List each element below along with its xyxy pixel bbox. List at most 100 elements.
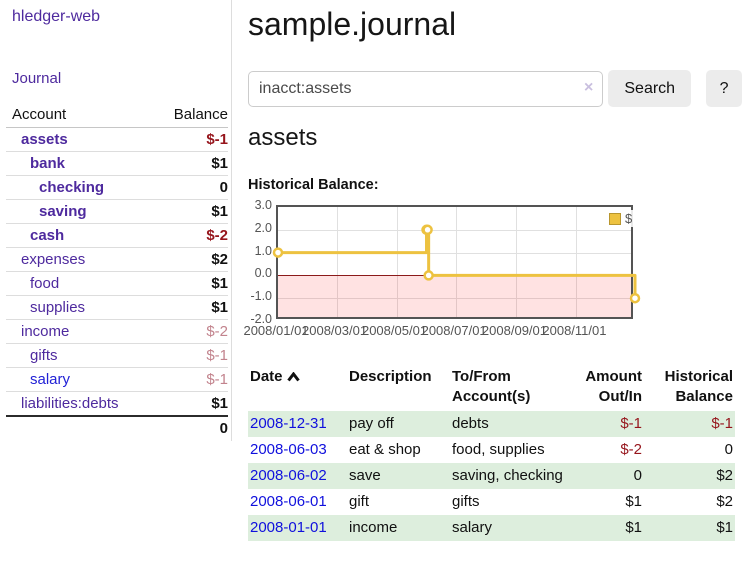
account-title: assets (248, 124, 318, 151)
account-link-liabilities-debts[interactable]: liabilities:debts (21, 395, 119, 412)
account-link-food[interactable]: food (30, 275, 60, 292)
negative-region (278, 275, 631, 317)
search-form: × Search ? (248, 70, 742, 107)
account-row: liabilities:debts $1 (6, 391, 228, 416)
data-point-marker (422, 224, 433, 236)
data-point-marker (423, 270, 434, 281)
register-row: 2008-01-01 income salary $1 $1 (248, 515, 735, 541)
accounts-total-row: 0 (6, 415, 228, 440)
gridline (396, 207, 398, 317)
search-input[interactable] (248, 70, 604, 107)
register-header-row: Date Description To/From Account(s) Amount … (248, 365, 735, 411)
transaction-balance: $-1 (644, 411, 735, 437)
account-link-supplies[interactable]: supplies (30, 299, 86, 316)
account-balance: $2 (150, 247, 228, 272)
help-button[interactable]: ? (706, 70, 742, 107)
y-axis-tick: 1.0 (254, 243, 272, 258)
transaction-balance: $1 (644, 515, 735, 541)
gridline (278, 298, 631, 300)
account-row: supplies $1 (6, 295, 228, 320)
transaction-date-link[interactable]: 2008-06-01 (250, 493, 327, 510)
transaction-balance: $2 (716, 493, 733, 510)
account-link-assets[interactable]: assets (21, 131, 68, 148)
transaction-amount: $1 (625, 493, 642, 510)
account-link-expenses[interactable]: expenses (21, 251, 86, 268)
x-axis-tick: 2008/03/01 (302, 323, 368, 338)
transaction-date-link[interactable]: 2008-06-02 (250, 467, 327, 484)
account-balance: $1 (150, 151, 228, 176)
transaction-accounts: food, supplies (452, 441, 545, 458)
sort-asc-icon (286, 368, 300, 388)
journal-link[interactable]: Journal (12, 70, 62, 87)
accounts-total: 0 (150, 415, 228, 440)
gridline (278, 229, 631, 231)
y-axis-tick: 0.0 (254, 266, 272, 281)
account-link-saving[interactable]: saving (39, 203, 87, 220)
account-balance: $1 (150, 271, 228, 296)
transaction-amount: 0 (570, 463, 644, 489)
accounts-table: Account Balance assets $-1 bank $1 checking 0… (6, 103, 228, 440)
account-link-salary[interactable]: salary (30, 371, 71, 388)
account-balance: $1 (150, 391, 228, 416)
register-header-date[interactable]: Date (248, 365, 347, 411)
accounts-header-account: Account (6, 103, 151, 128)
account-balance: $-1 (150, 343, 228, 368)
nav-journal: Journal (12, 70, 231, 87)
account-row: salary $-1 (6, 367, 228, 392)
transaction-description: eat & shop (349, 441, 421, 458)
account-row: saving $1 (6, 199, 228, 224)
account-row: bank $1 (6, 151, 228, 176)
transaction-description: gift (349, 493, 370, 510)
account-link-income[interactable]: income (21, 323, 70, 340)
account-link-cash[interactable]: cash (30, 227, 65, 244)
app-title-link[interactable]: hledger-web (12, 8, 101, 25)
register-row: 2008-06-03 eat & shop food, supplies $-2 0 (248, 437, 735, 463)
account-balance: $-2 (150, 319, 228, 344)
data-point-marker (629, 292, 641, 304)
account-balance: $1 (150, 199, 228, 224)
chart-legend: $ (606, 210, 636, 227)
account-row: food $1 (6, 271, 228, 296)
balance-line-series (272, 224, 641, 304)
transaction-description: income (347, 515, 450, 541)
search-box: × (248, 70, 604, 107)
account-row: checking 0 (6, 175, 228, 200)
register-header-historical-balance: Historical Balance (664, 368, 733, 405)
register-header-amount-out-in: Amount Out/In (585, 368, 642, 405)
transaction-accounts: gifts (452, 493, 480, 510)
gridline (336, 207, 338, 317)
account-row: income $-2 (6, 319, 228, 344)
account-balance: 0 (150, 175, 228, 200)
x-axis-tick: 2008/05/01 (361, 323, 428, 338)
account-balance: $-1 (206, 131, 228, 148)
register-row: 2008-06-01 gift gifts $1 $2 (248, 489, 735, 515)
transaction-description: save (347, 463, 450, 489)
account-balance: $-1 (150, 367, 228, 392)
register-header-to-from-account-s-: To/From Account(s) (452, 368, 531, 405)
main-content: sample.journal × Search ? assets Histori… (243, 0, 742, 541)
y-axis-tick: -2.0 (250, 312, 272, 326)
register-row: 2008-12-31 pay off debts $-1 $-1 (248, 411, 735, 437)
account-link-checking[interactable]: checking (39, 179, 105, 196)
gridline (456, 207, 458, 317)
chart-label: Historical Balance: (248, 177, 379, 193)
account-row: gifts $-1 (6, 343, 228, 368)
transaction-date-link[interactable]: 2008-06-03 (250, 441, 327, 458)
chart-plot-area[interactable] (272, 205, 641, 319)
x-axis-tick: 2008/07/01 (421, 323, 487, 338)
search-button[interactable]: Search (608, 70, 692, 107)
account-link-bank[interactable]: bank (30, 155, 66, 172)
app-title: hledger-web (12, 8, 231, 26)
transaction-accounts: debts (450, 411, 570, 437)
transaction-amount: $-1 (570, 411, 644, 437)
x-axis-tick: 2008/01/01 (243, 323, 309, 338)
transaction-date-link[interactable]: 2008-12-31 (250, 415, 327, 432)
clear-search-icon[interactable]: × (584, 78, 594, 96)
transaction-date-link[interactable]: 2008-01-01 (250, 519, 327, 536)
accounts-header-balance: Balance (150, 103, 228, 128)
transaction-amount: $1 (570, 515, 644, 541)
sidebar: hledger-web Journal Account Balance asse… (0, 0, 232, 441)
account-balance: $1 (150, 295, 228, 320)
account-link-gifts[interactable]: gifts (30, 347, 58, 364)
transaction-amount: $-2 (620, 441, 642, 458)
